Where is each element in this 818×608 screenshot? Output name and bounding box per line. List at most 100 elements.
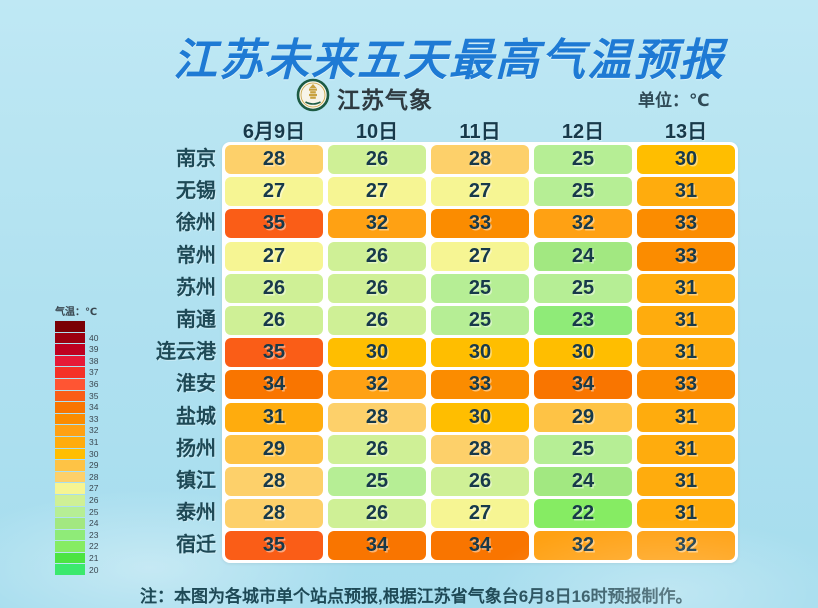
legend-swatch [55, 402, 85, 413]
temp-cell: 23 [534, 305, 632, 335]
temp-cell: 29 [225, 434, 323, 464]
legend-entry: 34 [55, 402, 98, 413]
legend-label: 26 [89, 494, 99, 505]
temp-cell: 28 [431, 145, 529, 174]
temp-cell: 31 [225, 402, 323, 432]
temp-cell: 35 [225, 531, 323, 561]
temp-cell: 30 [431, 402, 529, 432]
footer-note: 注：本图为各城市单个站点预报,根据江苏省气象台6月8日16时预报制作。 [140, 587, 693, 606]
temp-cell: 28 [328, 402, 426, 432]
legend-entry: 21 [55, 552, 99, 564]
temp-cell: 26 [225, 273, 323, 303]
temp-cell: 22 [534, 499, 632, 529]
temp-cell: 32 [328, 209, 426, 239]
temp-cell: 34 [534, 370, 632, 400]
temp-cell: 26 [328, 241, 426, 271]
legend-entry: 27 [55, 483, 98, 494]
legend-swatch [55, 494, 85, 506]
legend-entry: 23 [55, 529, 98, 541]
column-header-date: 11日 [459, 121, 501, 143]
temp-cell: 31 [637, 177, 735, 207]
legend-entry: 26 [55, 494, 99, 506]
temp-cell: 31 [637, 466, 735, 496]
column-header-date: 12日 [561, 121, 605, 143]
brand-logo: 江苏气象 [296, 78, 433, 117]
brand-name: 江苏气象 [337, 86, 433, 113]
column-header-date: 13日 [664, 121, 708, 143]
temp-cell: 30 [328, 338, 426, 368]
temp-cell: 28 [225, 145, 323, 174]
legend-label: 22 [89, 541, 99, 552]
temp-cell: 32 [637, 531, 735, 561]
forecast-table-panel: 28 26 28 25 30 27 27 27 25 31 35 32 33 32 33 27 26 27 24 33… [222, 142, 738, 564]
temp-cell: 28 [225, 499, 323, 529]
legend-title: 气温：℃ [55, 307, 98, 318]
legend-swatch [55, 483, 85, 494]
legend-swatch [55, 448, 85, 460]
legend-label: 27 [89, 483, 99, 494]
temp-cell: 27 [225, 241, 323, 271]
temp-cell: 34 [328, 531, 426, 561]
temp-cell: 32 [328, 370, 426, 400]
temp-cell: 26 [328, 434, 426, 464]
legend-swatch [55, 541, 85, 552]
temp-cell: 25 [534, 273, 632, 303]
temp-cell: 24 [534, 466, 632, 496]
temp-cell: 26 [328, 273, 426, 303]
legend-label: 21 [89, 552, 99, 563]
row-label-city: 连云港 [156, 341, 216, 364]
temp-cell: 32 [534, 209, 632, 239]
temp-cell: 30 [431, 338, 529, 368]
legend-entry: 29 [55, 460, 98, 471]
legend-label: 34 [89, 402, 99, 413]
temp-cell: 24 [534, 241, 632, 271]
row-label-city: 南通 [176, 308, 216, 331]
temp-cell: 33 [431, 209, 529, 239]
temp-cell: 31 [637, 402, 735, 432]
temp-cell: 34 [225, 370, 323, 400]
temp-cell: 35 [225, 338, 323, 368]
legend-label: 30 [89, 448, 99, 459]
legend-entry: 30 [55, 448, 99, 460]
temp-cell: 30 [534, 338, 632, 368]
unit-label: 单位：℃ [638, 91, 710, 110]
row-label-city: 淮安 [176, 373, 216, 396]
legend-swatch [55, 413, 85, 425]
column-header-date: 10日 [355, 121, 399, 143]
legend-entry: 40 [55, 332, 99, 344]
legend-entry: 22 [55, 541, 98, 552]
temp-cell: 33 [431, 370, 529, 400]
column-header-date: 6月9日 [242, 121, 306, 143]
row-label-city: 宿迁 [176, 534, 216, 557]
legend-label: 37 [89, 367, 99, 378]
temp-cell: 25 [534, 145, 632, 174]
temp-cell: 34 [431, 531, 529, 561]
legend-entry: 37 [55, 367, 98, 378]
legend-entry: 24 [55, 518, 98, 529]
row-label-city: 徐州 [176, 212, 216, 235]
legend-entry: 33 [55, 413, 99, 425]
temp-cell: 26 [225, 305, 323, 335]
forecast-table: 28 26 28 25 30 27 27 27 25 31 35 32 33 32 33 27 26 27 24 33… [225, 145, 735, 561]
temp-cell: 27 [431, 177, 529, 207]
legend-label: 40 [89, 332, 99, 343]
temp-cell: 31 [637, 434, 735, 464]
temp-cell: 35 [225, 209, 323, 239]
temp-cell: 31 [637, 338, 735, 368]
legend-swatch [55, 355, 85, 367]
weather-bureau-emblem-icon [296, 78, 330, 117]
legend-label: 35 [89, 390, 99, 401]
legend-entry: 28 [55, 471, 98, 483]
row-label-city: 南京 [176, 148, 216, 170]
legend-swatch [55, 564, 85, 576]
temp-cell: 26 [328, 499, 426, 529]
legend-label: 36 [89, 379, 99, 390]
temp-cell: 25 [431, 273, 529, 303]
legend-entry: 36 [55, 378, 99, 390]
temp-cell: 28 [431, 434, 529, 464]
legend-label: 31 [89, 436, 99, 447]
city-label-column: 南京 无锡 徐州 常州 苏州 南通 连云港 淮安 盐城 扬州 镇江 泰州 宿迁 [118, 145, 216, 560]
legend-label: 33 [89, 413, 99, 424]
temp-cell: 26 [328, 145, 426, 174]
